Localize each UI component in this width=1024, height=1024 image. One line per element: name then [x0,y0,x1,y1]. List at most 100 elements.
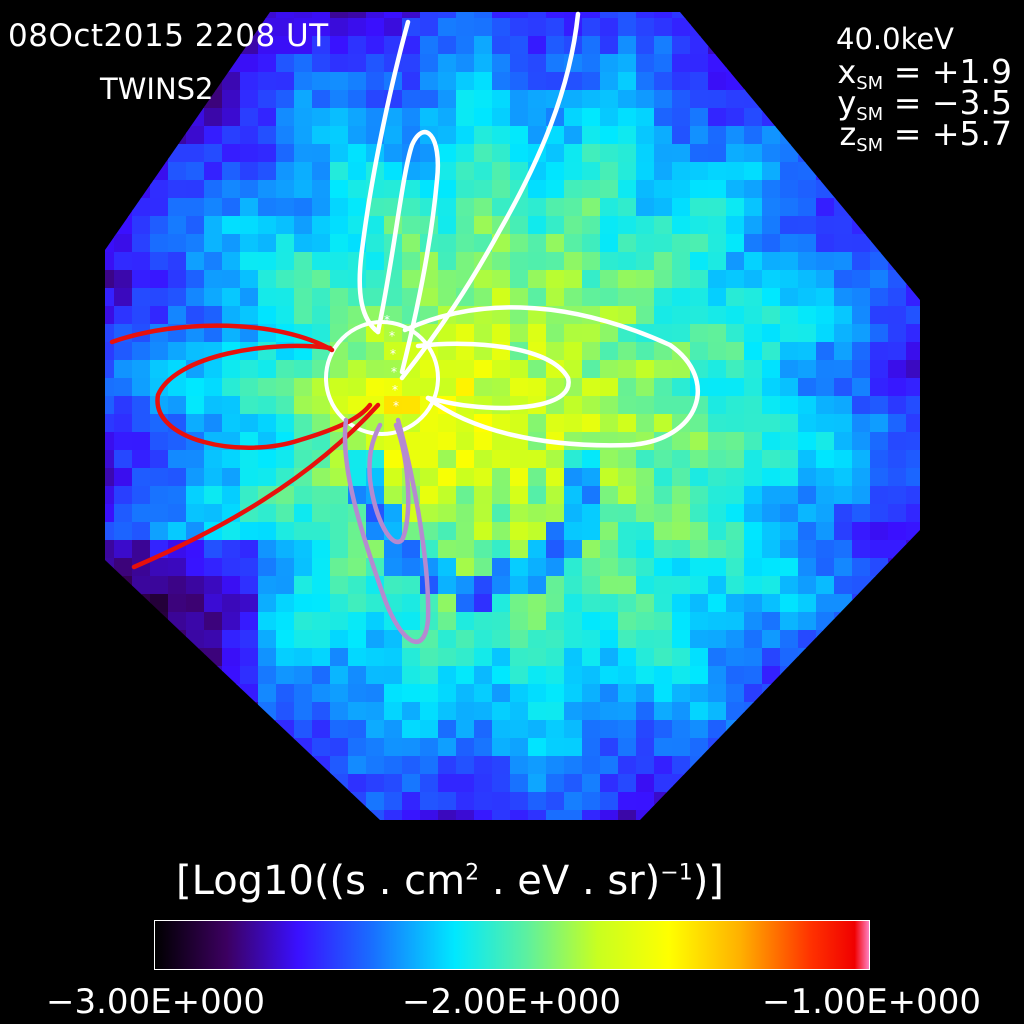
flux-pixel [114,198,133,217]
flux-pixel [924,486,943,505]
flux-pixel [546,486,565,505]
flux-pixel [204,360,223,379]
flux-pixel [618,180,637,199]
flux-pixel [906,468,920,487]
flux-pixel [492,90,511,109]
flux-pixel [222,216,241,235]
flux-pixel [654,576,673,595]
flux-pixel [402,108,421,127]
colorbar-title-part: [Log10((s . cm [176,858,466,904]
flux-pixel [636,558,655,577]
position-z-readout: zSM = +5.7 [839,117,1012,156]
flux-pixel [114,720,133,739]
flux-pixel [744,144,763,163]
flux-pixel [780,702,799,721]
flux-pixel [114,810,133,820]
flux-pixel [276,360,295,379]
flux-pixel [834,216,853,235]
flux-pixel [708,378,727,397]
flux-pixel [312,612,331,631]
flux-pixel [672,270,691,289]
flux-pixel [366,738,385,757]
flux-pixel [222,612,241,631]
flux-pixel [528,594,547,613]
flux-pixel [888,576,907,595]
flux-pixel [636,306,655,325]
flux-pixel [582,126,601,145]
flux-pixel [186,450,205,469]
flux-pixel [798,792,817,811]
flux-pixel [294,54,313,73]
flux-pixel [186,468,205,487]
flux-pixel [672,774,691,793]
colorbar-title-exponent: −1 [660,860,693,886]
flux-pixel [870,378,889,397]
flux-pixel [402,558,421,577]
flux-pixel [402,216,421,235]
flux-pixel [438,486,457,505]
flux-pixel [438,648,457,667]
flux-pixel [150,648,169,667]
flux-pixel [294,594,313,613]
flux-pixel [474,630,493,649]
flux-pixel [924,828,943,847]
flux-pixel [564,270,583,289]
flux-pixel [132,270,151,289]
flux-pixel [924,378,943,397]
flux-pixel [690,468,709,487]
flux-pixel [456,432,475,451]
flux-pixel [744,720,763,739]
flux-pixel [132,630,151,649]
flux-pixel [582,288,601,307]
flux-pixel [204,558,223,577]
flux-pixel [762,504,781,523]
flux-pixel [348,468,367,487]
flux-pixel [798,738,817,757]
flux-pixel [690,126,709,145]
flux-pixel [456,162,475,181]
flux-pixel [402,12,421,19]
flux-pixel [816,306,835,325]
flux-pixel [114,702,133,721]
flux-pixel [546,630,565,649]
flux-pixel [492,558,511,577]
flux-pixel [528,720,547,739]
flux-pixel [744,216,763,235]
flux-pixel [348,576,367,595]
flux-pixel [852,414,871,433]
flux-pixel [105,522,115,541]
flux-pixel [780,162,799,181]
flux-pixel [708,108,727,127]
flux-pixel [852,540,871,559]
flux-pixel [744,414,763,433]
flux-pixel [528,216,547,235]
flux-pixel [366,216,385,235]
flux-pixel [888,360,907,379]
flux-pixel [780,198,799,217]
flux-pixel [510,12,529,19]
flux-pixel [456,144,475,163]
flux-pixel [780,54,799,73]
flux-pixel [168,684,187,703]
flux-pixel [816,252,835,271]
flux-pixel [744,630,763,649]
flux-pixel [438,576,457,595]
flux-pixel [708,612,727,631]
flux-pixel [492,756,511,775]
flux-pixel [708,648,727,667]
flux-pixel [510,558,529,577]
flux-pixel [654,720,673,739]
flux-pixel [546,576,565,595]
flux-pixel [762,450,781,469]
flux-pixel [330,144,349,163]
flux-pixel [492,180,511,199]
flux-pixel [798,504,817,523]
flux-pixel [528,90,547,109]
flux-pixel [672,108,691,127]
flux-pixel [636,630,655,649]
flux-pixel [384,774,403,793]
flux-pixel [762,126,781,145]
flux-pixel [132,414,151,433]
flux-pixel [798,396,817,415]
flux-pixel [456,612,475,631]
